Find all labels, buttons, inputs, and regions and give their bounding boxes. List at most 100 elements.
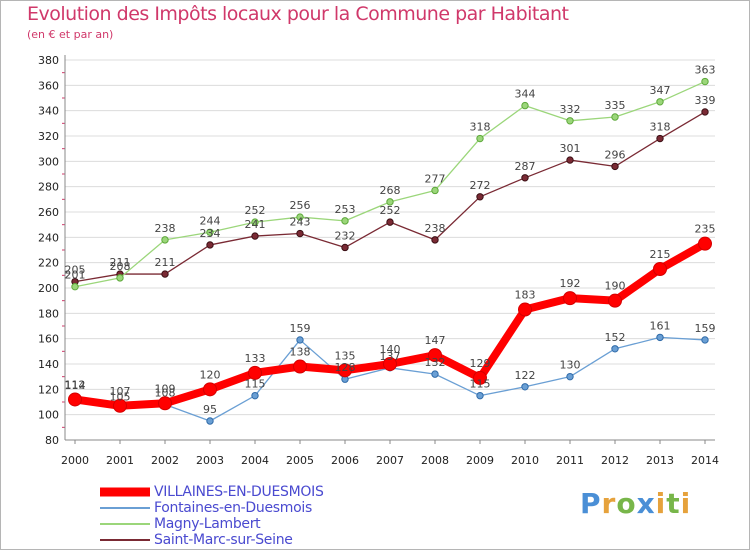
data-label: 109 (155, 382, 176, 395)
data-point (68, 392, 82, 407)
x-tick-label: 2013 (646, 454, 674, 467)
data-label: 234 (200, 227, 221, 240)
data-label: 232 (335, 229, 356, 242)
data-label: 253 (335, 203, 356, 216)
x-tick-label: 2005 (286, 454, 314, 467)
data-point (473, 370, 487, 385)
legend-label-saint-marc: Saint-Marc-sur-Seine (154, 532, 293, 548)
x-tick-label: 2002 (151, 454, 179, 467)
logo-letter: i (655, 487, 667, 520)
data-point (251, 218, 259, 226)
data-point (428, 348, 442, 363)
data-point (251, 232, 259, 240)
data-point (251, 391, 259, 400)
y-tick-label: 360 (38, 79, 59, 92)
logo-letter: i (680, 487, 692, 520)
data-point (701, 108, 709, 116)
legend-item-villaines: VILLAINES-EN-DUESMOIS (100, 484, 420, 500)
data-point (206, 241, 214, 249)
data-label: 363 (695, 64, 716, 77)
data-label: 95 (203, 403, 217, 416)
data-label: 105 (110, 390, 131, 403)
data-label: 130 (560, 359, 581, 372)
data-label: 335 (605, 99, 626, 112)
data-point (71, 283, 79, 291)
data-label: 256 (290, 199, 311, 212)
data-point (698, 236, 712, 251)
x-tick-label: 2014 (691, 454, 719, 467)
x-tick-label: 2009 (466, 454, 494, 467)
y-tick-label: 140 (38, 358, 59, 371)
data-point (386, 198, 394, 206)
legend-label-villaines: VILLAINES-EN-DUESMOIS (154, 484, 324, 500)
y-tick-label: 340 (38, 105, 59, 118)
x-tick-label: 2004 (241, 454, 269, 467)
y-tick-label: 320 (38, 130, 59, 143)
data-point (203, 382, 217, 397)
y-tick-label: 380 (38, 54, 59, 67)
data-point (476, 193, 484, 201)
x-tick-label: 2006 (331, 454, 359, 467)
x-tick-label: 2000 (61, 454, 89, 467)
data-label: 252 (380, 204, 401, 217)
data-label: 277 (425, 172, 446, 185)
data-label: 132 (425, 356, 446, 369)
chart-title: Evolution des Impôts locaux pour la Comm… (27, 3, 569, 25)
data-point (611, 162, 619, 171)
data-label: 190 (605, 280, 626, 293)
data-label: 152 (605, 331, 626, 344)
data-label: 112 (65, 378, 86, 391)
data-label: 238 (155, 222, 176, 235)
proxiti-logo: Proxiti (580, 487, 691, 520)
axes: 80 100 120 140 160 180 200 220 240 260 280 300 320 34… (38, 54, 719, 467)
data-label: 161 (650, 319, 671, 332)
data-point (206, 417, 214, 425)
data-point (296, 213, 304, 221)
data-label: 115 (245, 378, 266, 391)
data-label: 301 (560, 142, 581, 155)
data-labels: 201 208 238 244 252 256 253 268 277 318 344 332 335 3… (65, 64, 716, 416)
legend-swatch-saint-marc (100, 539, 150, 541)
data-label: 215 (650, 248, 671, 261)
y-tick-label: 200 (38, 282, 59, 295)
data-point (608, 293, 622, 308)
data-point (293, 359, 307, 374)
y-tick-label: 100 (38, 409, 59, 422)
data-point (431, 370, 439, 378)
data-label: 243 (290, 216, 311, 229)
data-point (116, 274, 124, 282)
data-label: 244 (200, 214, 221, 227)
data-label: 183 (515, 289, 536, 302)
data-label: 138 (290, 346, 311, 359)
data-label: 241 (245, 218, 266, 231)
y-tick-label: 280 (38, 181, 59, 194)
x-tick-label: 2010 (511, 454, 539, 467)
y-tick-label: 160 (38, 333, 59, 346)
data-point (656, 333, 664, 342)
x-tick-label: 2001 (106, 454, 134, 467)
data-label: 268 (380, 184, 401, 197)
data-label: 120 (200, 368, 221, 381)
y-tick-label: 80 (45, 434, 59, 447)
data-point (206, 228, 214, 236)
data-label: 159 (290, 322, 311, 335)
data-point (656, 98, 664, 106)
legend-label-fontaines: Fontaines-en-Duesmois (154, 500, 312, 516)
data-label: 211 (155, 256, 176, 269)
y-tick-label: 300 (38, 155, 59, 168)
data-point (341, 243, 349, 252)
data-label: 332 (560, 103, 581, 116)
legend-item-fontaines: Fontaines-en-Duesmois (100, 500, 420, 516)
data-label: 318 (650, 121, 671, 134)
data-label: 122 (515, 369, 536, 382)
data-label: 140 (380, 343, 401, 356)
data-label: 238 (425, 222, 446, 235)
data-label: 108 (155, 387, 176, 400)
x-tick-label: 2008 (421, 454, 449, 467)
data-label: 296 (605, 148, 626, 161)
data-label: 287 (515, 160, 536, 173)
legend: VILLAINES-EN-DUESMOIS Fontaines-en-Duesm… (100, 484, 420, 548)
data-point (653, 262, 667, 276)
data-point (566, 117, 574, 125)
